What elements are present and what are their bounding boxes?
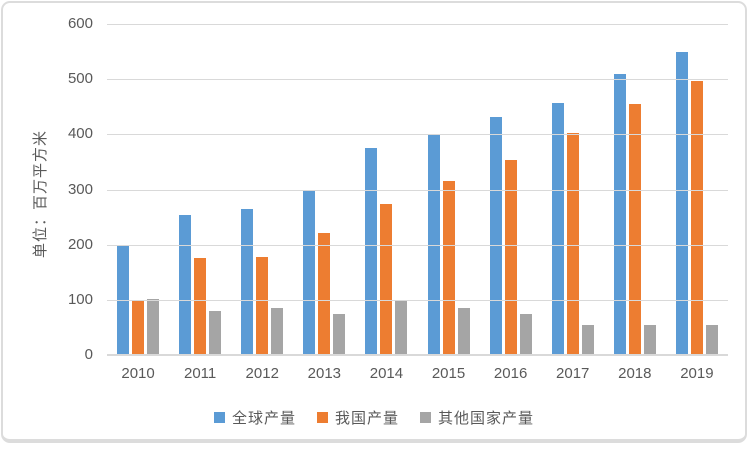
bar-global-2017 [551,102,564,355]
bar-group-2017 [542,24,604,355]
bar-global-2011 [179,215,192,355]
gridline-600 [107,24,728,25]
bar-global-2014 [365,148,378,355]
bar-global-2019 [675,51,688,355]
gridline-500 [107,79,728,81]
bar-china-2014 [380,204,393,355]
gridline-400 [107,134,728,136]
bar-group-2013 [293,24,355,355]
bar-group-2012 [231,24,293,355]
x-tick-label-2013: 2013 [307,365,342,382]
bar-group-2019 [666,24,728,355]
x-tick-label-2010: 2010 [121,365,155,382]
bar-global-2016 [489,116,502,355]
bar-china-2018 [628,104,641,355]
y-tick-label-0: 0 [84,346,93,363]
legend-label-others: 其他国家产量 [438,410,535,427]
x-tick-label-2016: 2016 [493,365,528,382]
y-axis-ticks: 600 500 400 300 200 100 0 [3,3,93,439]
bar-others-2010 [147,298,160,355]
bar-others-2018 [643,324,656,355]
legend-swatch-icon [316,412,328,423]
bar-china-2015 [442,181,455,355]
bar-others-2015 [457,308,470,355]
legend-swatch-icon [213,412,225,423]
x-tick-label-2015: 2015 [431,365,466,382]
bar-global-2013 [303,190,316,355]
gridline-100 [107,299,728,301]
legend-item-others: 其他国家产量 [420,407,534,428]
x-axis-line [107,354,728,356]
bars-row [107,24,728,355]
y-tick-label-600: 600 [67,15,93,32]
x-axis-labels: 2010 2011 2012 2013 2014 2015 2016 2017 2018 2019 [107,365,728,382]
bar-global-2012 [241,208,254,355]
x-tick-label-2011: 2011 [184,365,217,382]
legend-item-china: 我国产量 [316,407,399,428]
bar-others-2012 [271,308,284,355]
bar-others-2019 [705,324,718,355]
bar-global-2018 [613,73,626,355]
y-tick-label-200: 200 [67,235,93,253]
chart-frame: 单位：百万平方米 600 500 400 300 200 100 0 2010 2011 201… [1,1,747,443]
y-tick-label-400: 400 [67,125,93,143]
legend-label-china: 我国产量 [334,410,399,427]
bar-others-2016 [519,313,532,355]
bar-china-2016 [504,160,517,355]
bar-group-2011 [169,24,231,355]
bar-others-2017 [581,324,594,355]
gridline-200 [107,244,728,246]
bar-group-2016 [480,24,542,355]
bar-others-2011 [209,310,222,355]
bar-china-2010 [132,299,145,355]
x-tick-label-2014: 2014 [369,365,404,382]
bar-china-2013 [318,232,331,355]
bar-china-2019 [690,80,703,355]
bar-china-2012 [256,256,269,355]
bar-china-2011 [194,258,207,355]
bar-others-2014 [395,299,408,355]
legend-swatch-icon [420,412,431,423]
legend-label-global: 全球产量 [231,410,296,427]
x-tick-label-2017: 2017 [556,365,590,382]
bar-others-2013 [333,313,346,355]
y-tick-label-500: 500 [67,70,93,88]
x-tick-label-2012: 2012 [245,365,279,382]
bar-group-2018 [604,24,666,355]
x-tick-label-2019: 2019 [680,365,714,382]
x-tick-label-2018: 2018 [618,365,652,382]
legend-item-global: 全球产量 [213,407,296,428]
plot-area [107,24,728,356]
gridline-300 [107,189,728,191]
bar-group-2014 [355,24,417,355]
y-tick-label-100: 100 [67,290,93,308]
y-tick-label-300: 300 [67,180,93,198]
legend: 全球产量 我国产量 其他国家产量 [3,407,745,428]
bar-china-2017 [566,132,579,355]
